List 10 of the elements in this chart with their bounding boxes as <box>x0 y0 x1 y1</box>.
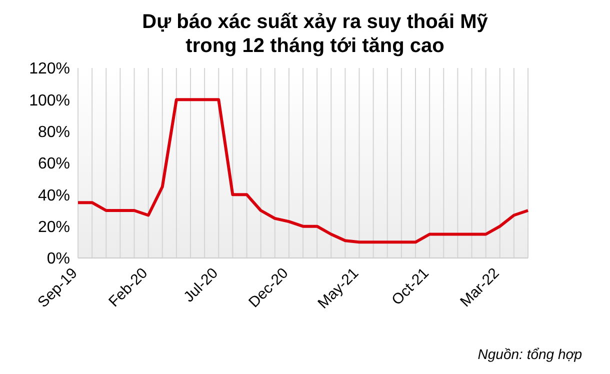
y-tick-label: 100% <box>29 92 70 110</box>
y-tick-label: 0% <box>46 250 70 268</box>
y-tick-label: 80% <box>38 124 70 142</box>
line-series <box>76 98 530 244</box>
y-tick-label: 60% <box>38 156 70 173</box>
text: Nguồn: tổng hợp <box>478 346 582 362</box>
chart-title: Dự báo xác suất xảy ra suy thoái Mỹ trong 12 tháng tới tăng cao <box>141 10 489 58</box>
y-tick-label: 120% <box>29 60 70 78</box>
y-tick-label: 40% <box>38 187 70 204</box>
y-tick-label: 20% <box>38 219 70 236</box>
